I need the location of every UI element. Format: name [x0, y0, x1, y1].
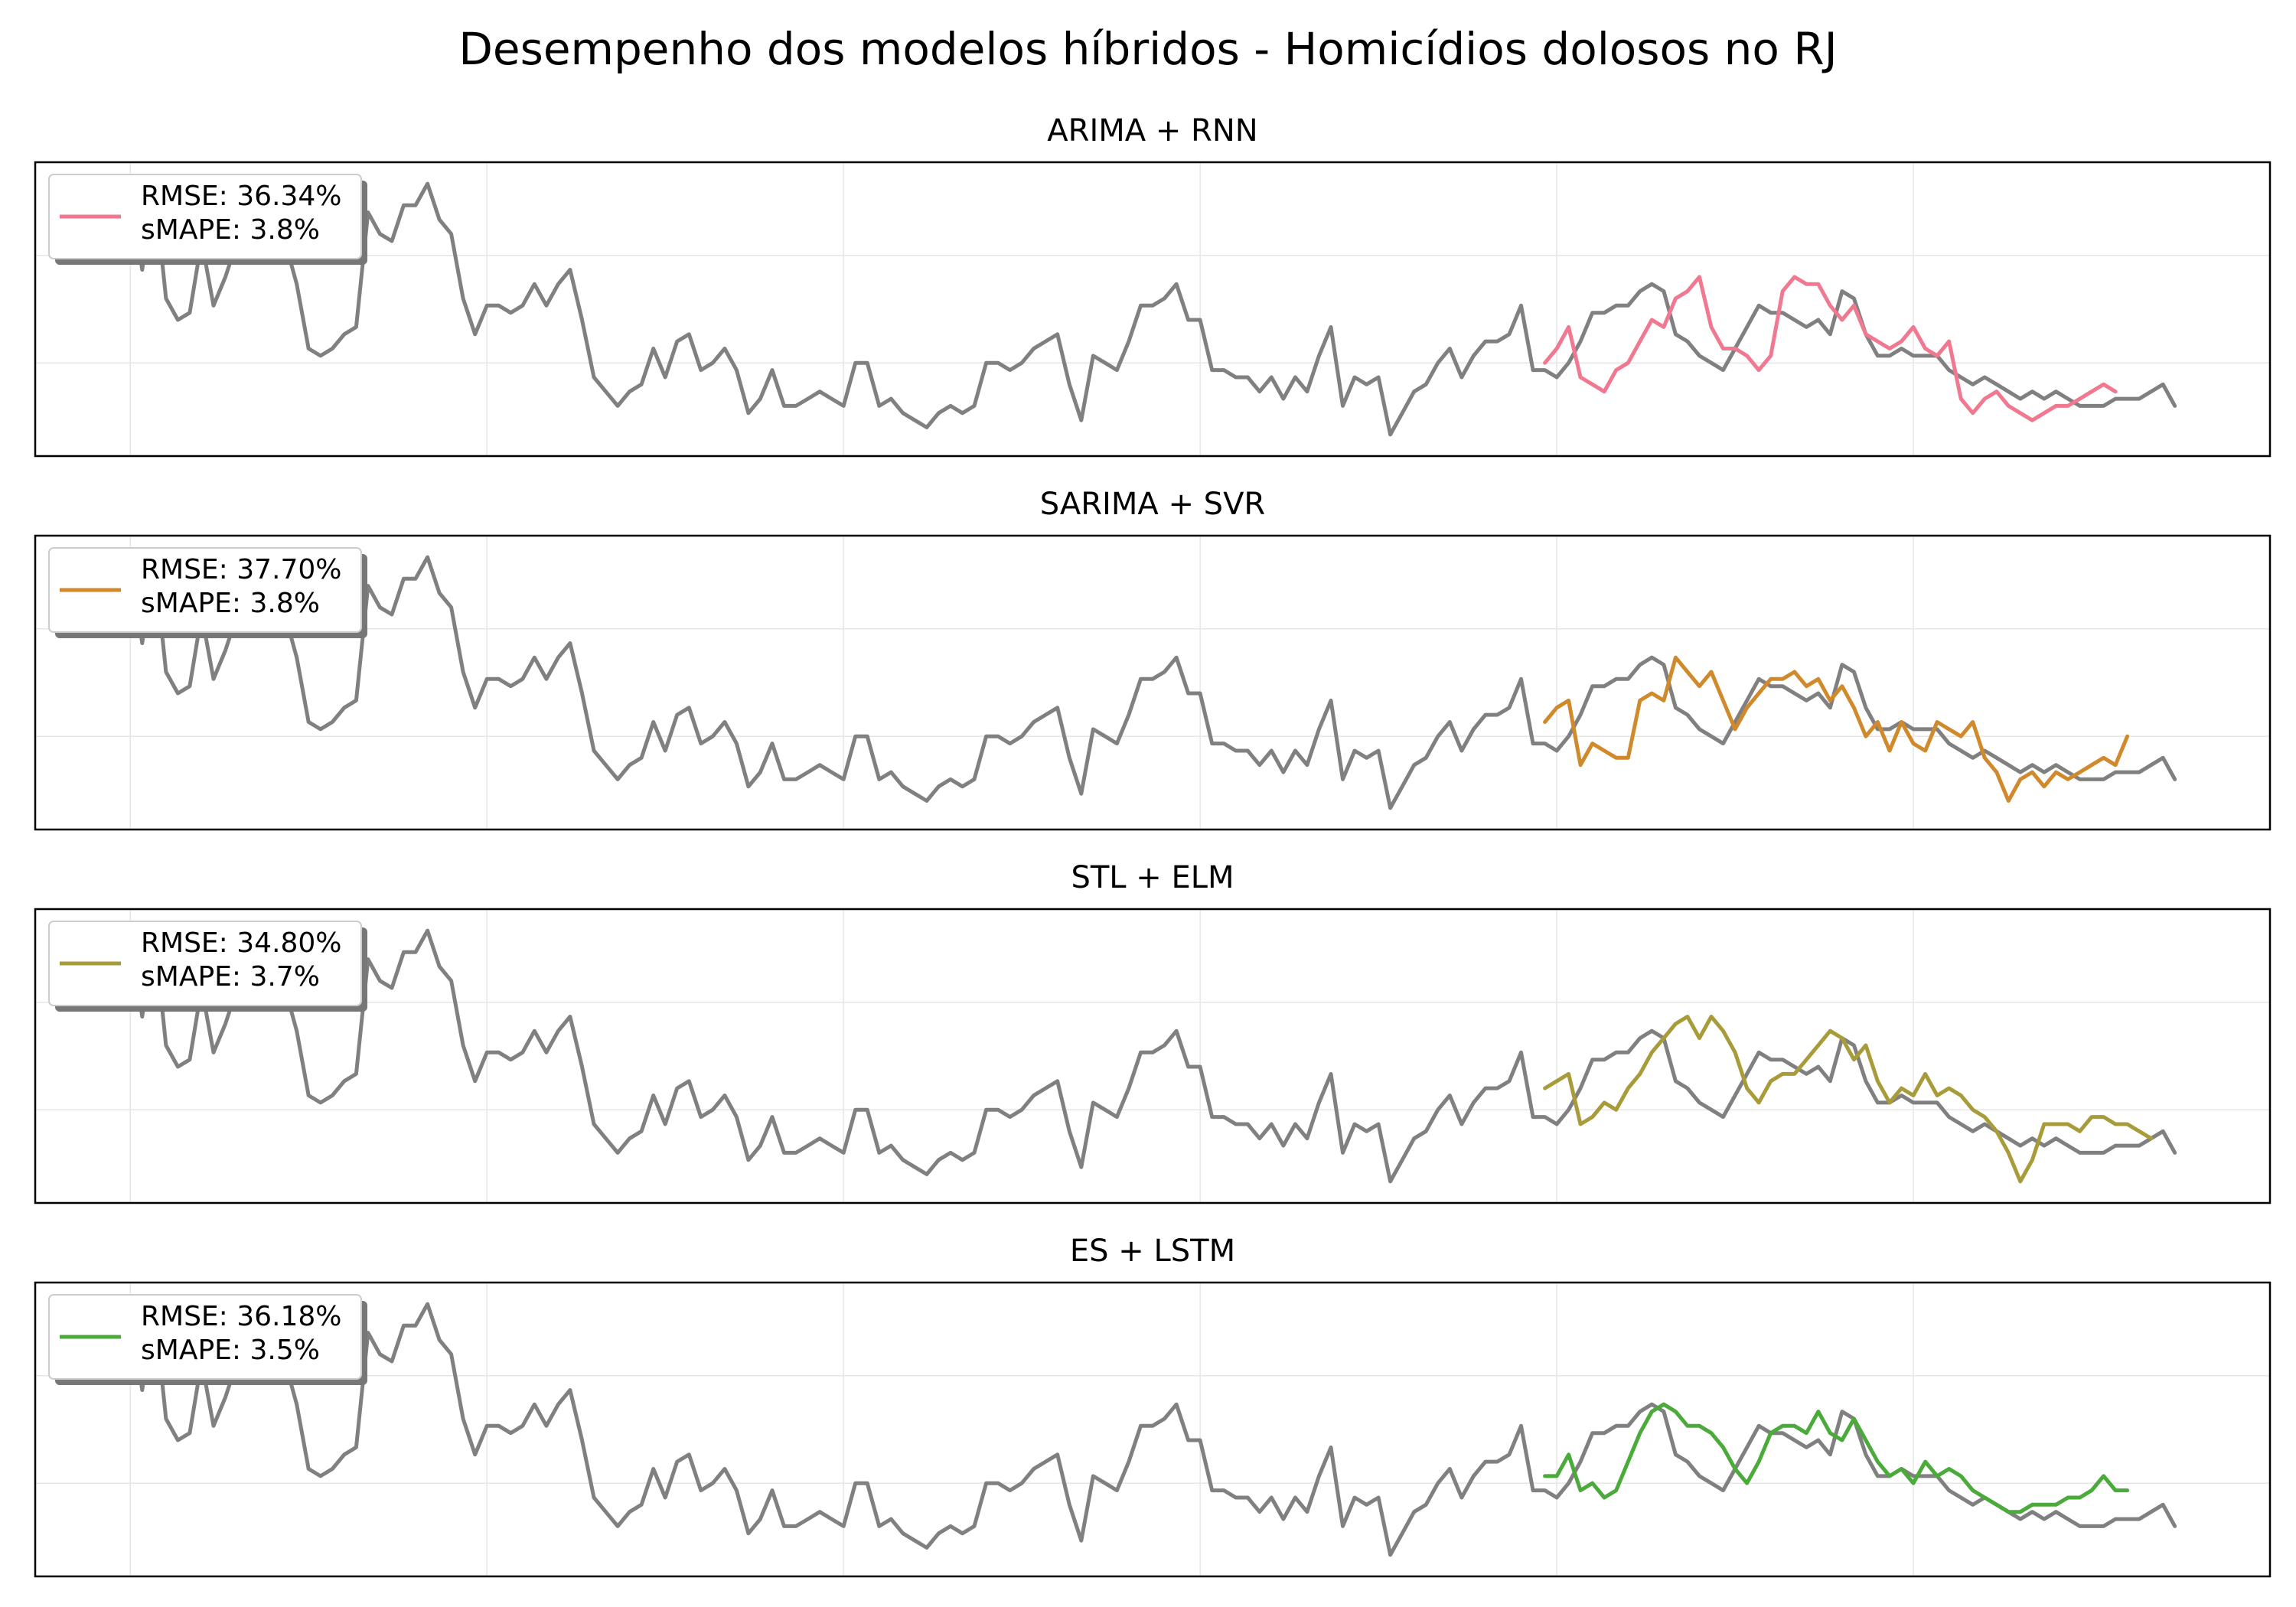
series-group [128, 1302, 2177, 1557]
series-line-forecast [1543, 275, 2118, 422]
series-line-forecast [1543, 655, 2130, 803]
legend-box [48, 174, 362, 259]
panel-4: RMSE: 36.18%sMAPE: 3.5% [34, 1281, 2272, 1578]
series-line-actual [128, 1302, 2177, 1557]
series-line-actual [128, 181, 2177, 437]
series-group [128, 181, 2177, 437]
legend-smape: sMAPE: 3.8% [141, 214, 320, 246]
plot-frame [34, 161, 2272, 458]
panel-1: RMSE: 36.34%sMAPE: 3.8% [34, 161, 2272, 458]
legend: RMSE: 36.18%sMAPE: 3.5% [48, 1294, 367, 1385]
panel-title-1: ARIMA + RNN [1047, 113, 1258, 148]
plot-frame [34, 908, 2272, 1204]
legend-smape: sMAPE: 3.8% [141, 588, 320, 619]
legend-box [48, 547, 362, 633]
legend-rmse: RMSE: 37.70% [141, 554, 342, 585]
panel-3: RMSE: 34.80%sMAPE: 3.7% [34, 908, 2272, 1204]
legend-box [48, 1294, 362, 1380]
legend-smape: sMAPE: 3.5% [141, 1335, 320, 1366]
legend-smape: sMAPE: 3.7% [141, 961, 320, 993]
panel-title-4: ES + LSTM [1069, 1234, 1236, 1269]
legend-rmse: RMSE: 36.34% [141, 181, 342, 212]
panel-title-3: STL + ELM [1071, 860, 1234, 895]
figure-title: Desempenho dos modelos híbridos - Homicí… [458, 23, 1838, 75]
legend-rmse: RMSE: 34.80% [141, 927, 342, 959]
plot-frame [34, 1281, 2272, 1578]
series-line-actual [128, 555, 2177, 810]
series-line-forecast [1543, 1402, 2130, 1514]
legend: RMSE: 37.70%sMAPE: 3.8% [48, 547, 367, 638]
plot-frame [34, 534, 2272, 831]
legend: RMSE: 36.34%sMAPE: 3.8% [48, 174, 367, 265]
legend: RMSE: 34.80%sMAPE: 3.7% [48, 921, 367, 1012]
legend-box [48, 921, 362, 1006]
series-line-actual [128, 928, 2177, 1184]
series-group [128, 928, 2177, 1184]
panel-2: RMSE: 37.70%sMAPE: 3.8% [34, 534, 2272, 831]
series-line-forecast [1543, 1015, 2154, 1184]
panel-title-2: SARIMA + SVR [1039, 487, 1266, 522]
series-group [128, 555, 2177, 810]
legend-rmse: RMSE: 36.18% [141, 1301, 342, 1332]
